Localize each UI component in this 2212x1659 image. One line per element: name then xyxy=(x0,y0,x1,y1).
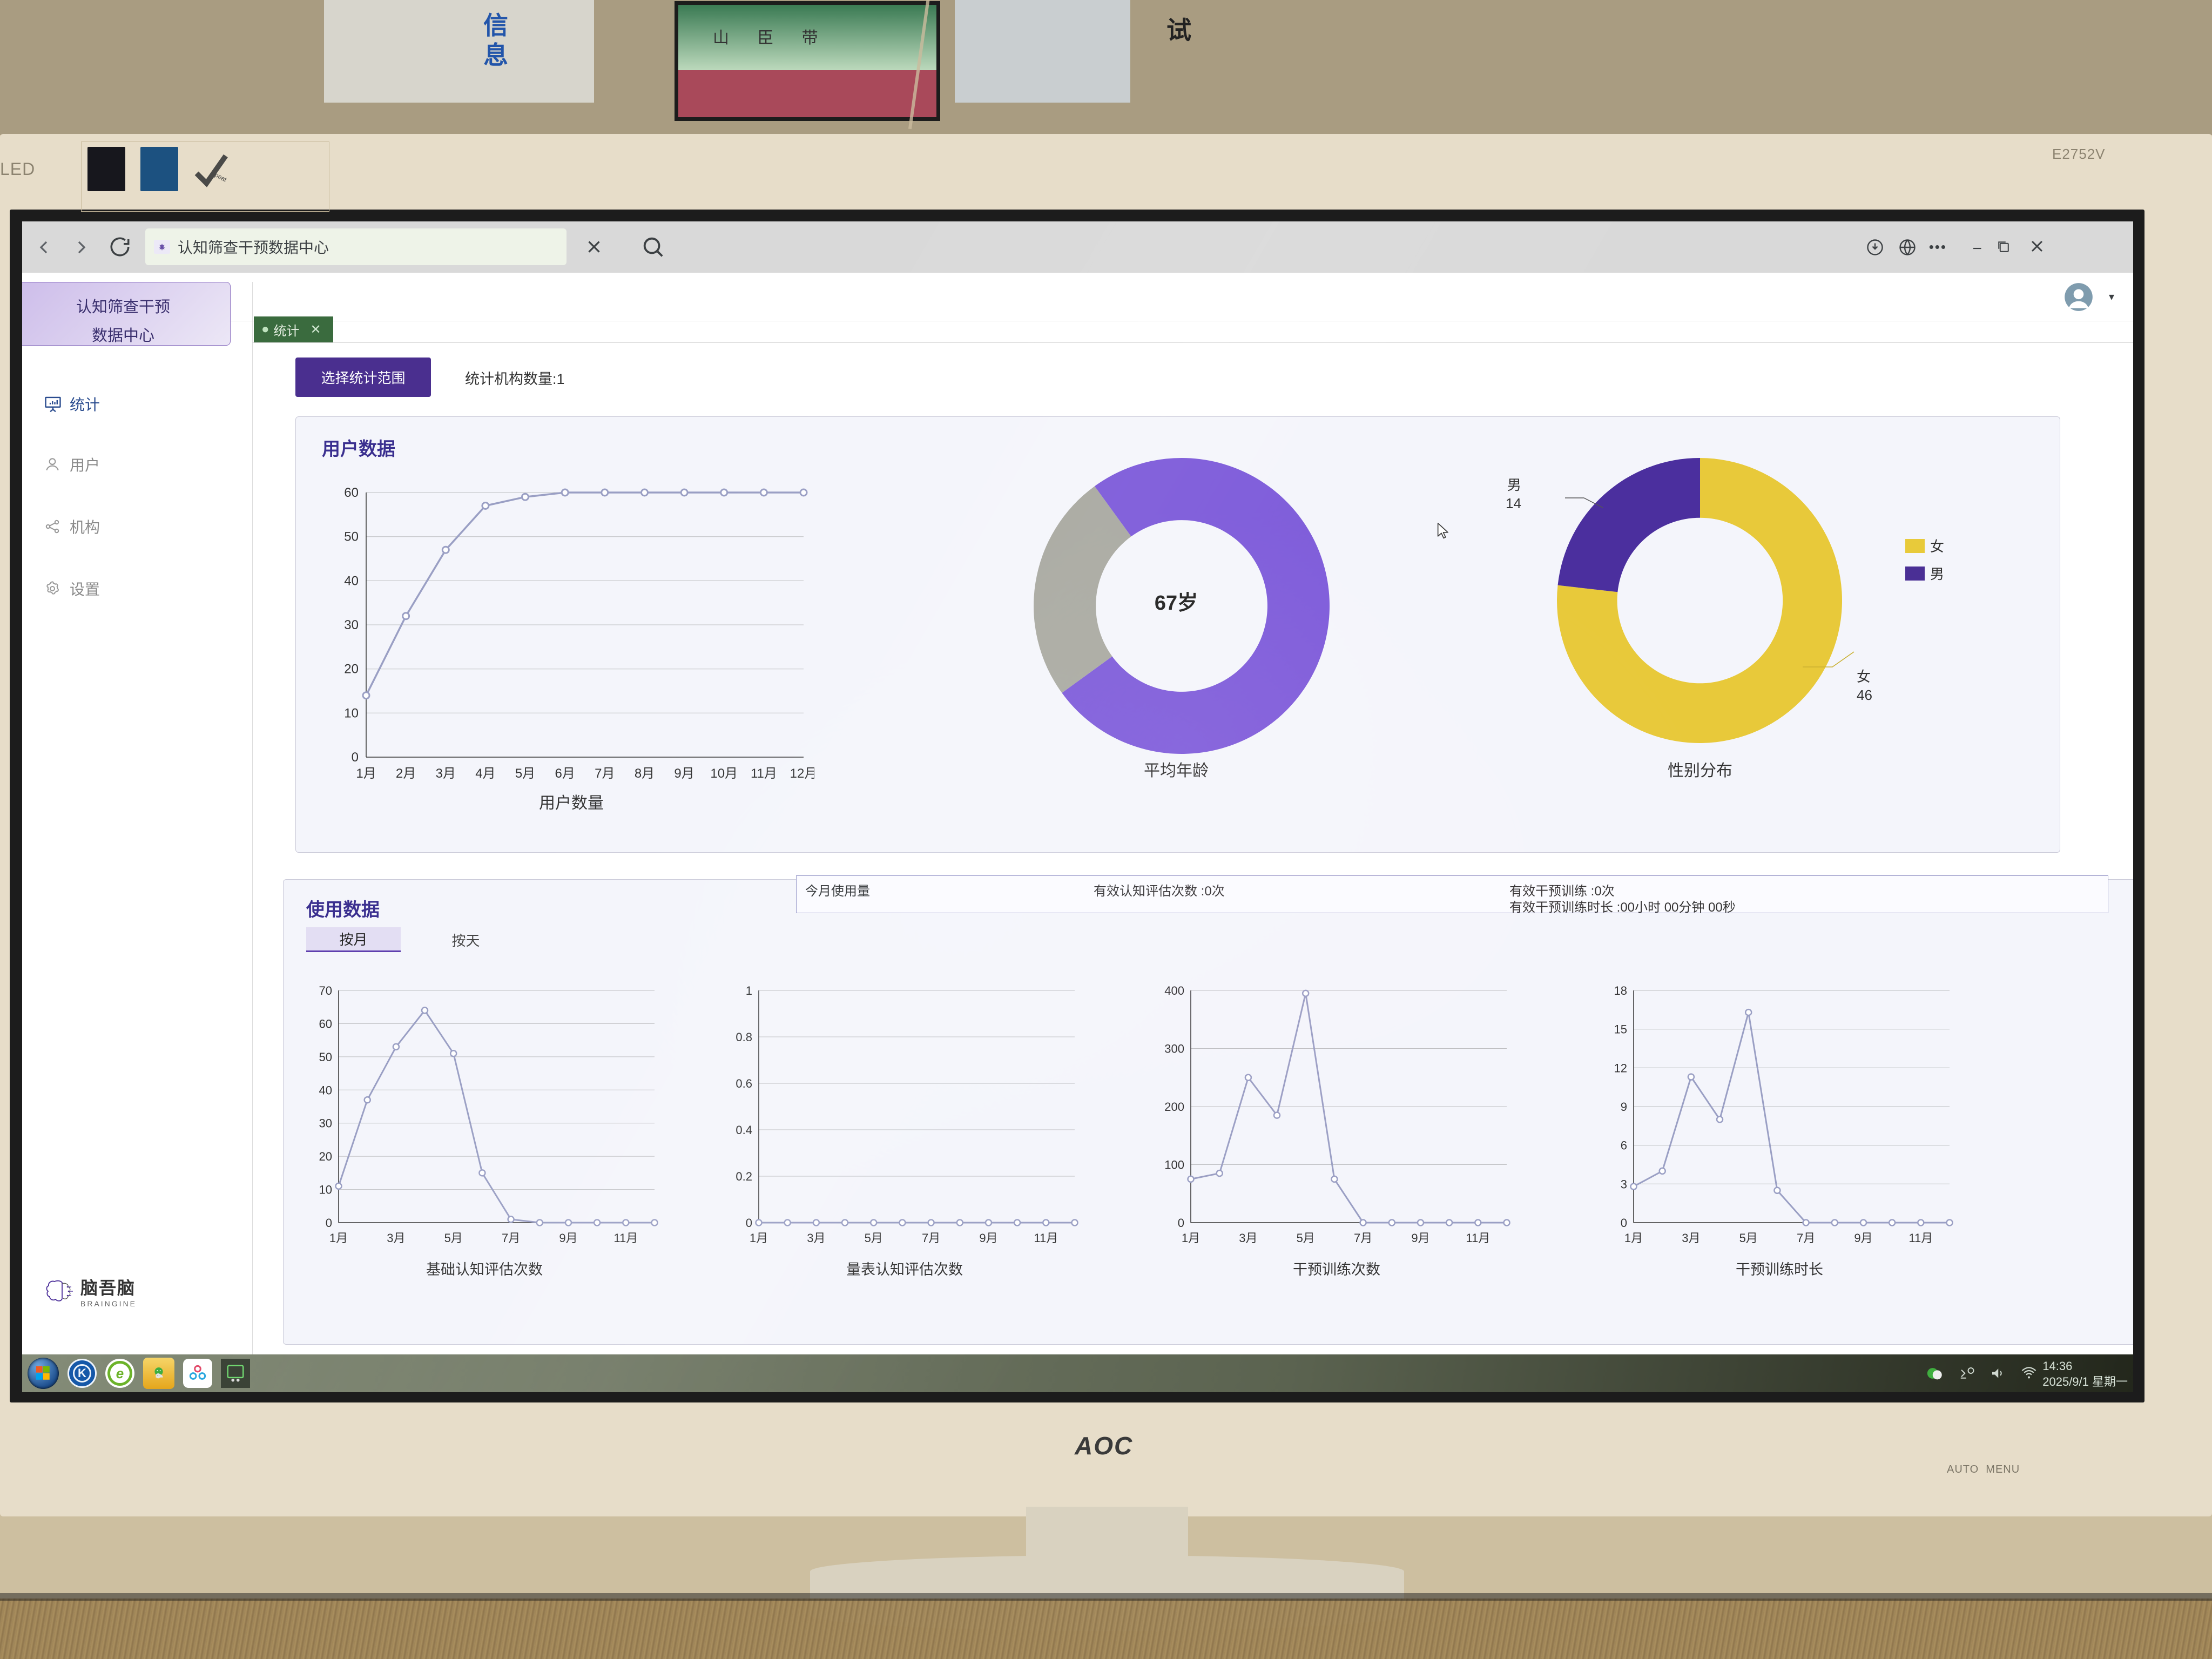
svg-text:40: 40 xyxy=(319,1083,332,1097)
svg-text:0.2: 0.2 xyxy=(736,1170,752,1183)
svg-text:0.4: 0.4 xyxy=(736,1123,752,1137)
svg-text:0: 0 xyxy=(352,750,359,765)
svg-text:5月: 5月 xyxy=(1739,1231,1758,1245)
svg-text:0: 0 xyxy=(326,1216,332,1230)
svg-text:1月: 1月 xyxy=(1182,1231,1200,1245)
svg-text:12月: 12月 xyxy=(790,766,814,781)
svg-text:9月: 9月 xyxy=(1854,1231,1872,1245)
svg-text:6月: 6月 xyxy=(555,766,575,781)
svg-text:0: 0 xyxy=(1621,1216,1627,1230)
svg-text:0.8: 0.8 xyxy=(736,1030,752,1044)
svg-text:0: 0 xyxy=(1178,1216,1184,1230)
svg-text:8月: 8月 xyxy=(635,766,655,781)
svg-text:9月: 9月 xyxy=(1411,1231,1429,1245)
svg-text:60: 60 xyxy=(319,1017,332,1030)
svg-text:6: 6 xyxy=(1621,1139,1627,1152)
svg-text:300: 300 xyxy=(1164,1042,1184,1056)
svg-text:3月: 3月 xyxy=(807,1231,825,1245)
svg-text:3月: 3月 xyxy=(387,1231,405,1245)
svg-text:18: 18 xyxy=(1614,984,1627,997)
svg-text:11月: 11月 xyxy=(1908,1231,1933,1245)
svg-text:5月: 5月 xyxy=(1297,1231,1315,1245)
svg-text:11月: 11月 xyxy=(1034,1231,1058,1245)
svg-text:3月: 3月 xyxy=(436,766,456,781)
svg-text:7月: 7月 xyxy=(1354,1231,1372,1245)
svg-text:4月: 4月 xyxy=(475,766,495,781)
svg-text:30: 30 xyxy=(319,1117,332,1130)
svg-text:7月: 7月 xyxy=(595,766,615,781)
svg-text:20: 20 xyxy=(319,1150,332,1163)
svg-text:7月: 7月 xyxy=(922,1231,940,1245)
svg-text:12: 12 xyxy=(1614,1061,1627,1075)
svg-text:11月: 11月 xyxy=(751,766,777,781)
svg-text:20: 20 xyxy=(344,662,359,677)
svg-text:1月: 1月 xyxy=(329,1231,348,1245)
svg-text:7月: 7月 xyxy=(502,1231,520,1245)
svg-text:9: 9 xyxy=(1621,1100,1627,1114)
svg-text:3: 3 xyxy=(1621,1177,1627,1191)
svg-text:30: 30 xyxy=(344,618,359,632)
svg-text:1: 1 xyxy=(746,984,752,997)
svg-text:100: 100 xyxy=(1164,1158,1184,1172)
svg-text:1月: 1月 xyxy=(750,1231,768,1245)
svg-text:2月: 2月 xyxy=(396,766,416,781)
svg-text:epeat: epeat xyxy=(211,169,228,184)
svg-text:7月: 7月 xyxy=(1797,1231,1815,1245)
svg-text:0.6: 0.6 xyxy=(736,1077,752,1090)
svg-text:9月: 9月 xyxy=(674,766,694,781)
svg-text:3月: 3月 xyxy=(1239,1231,1257,1245)
svg-text:1月: 1月 xyxy=(1624,1231,1643,1245)
svg-text:15: 15 xyxy=(1614,1023,1627,1036)
svg-text:5月: 5月 xyxy=(444,1231,463,1245)
svg-text:10: 10 xyxy=(319,1183,332,1197)
svg-text:200: 200 xyxy=(1164,1100,1184,1114)
svg-text:11月: 11月 xyxy=(1466,1231,1490,1245)
svg-text:50: 50 xyxy=(344,530,359,544)
svg-text:11月: 11月 xyxy=(613,1231,638,1245)
svg-text:0: 0 xyxy=(746,1216,752,1230)
svg-text:400: 400 xyxy=(1164,984,1184,997)
svg-text:70: 70 xyxy=(319,984,332,997)
svg-text:60: 60 xyxy=(344,485,359,500)
svg-text:40: 40 xyxy=(344,574,359,588)
svg-text:10: 10 xyxy=(344,706,359,720)
svg-text:50: 50 xyxy=(319,1050,332,1064)
svg-text:9月: 9月 xyxy=(559,1231,577,1245)
svg-text:5月: 5月 xyxy=(865,1231,883,1245)
svg-text:10月: 10月 xyxy=(710,766,738,781)
svg-text:1月: 1月 xyxy=(356,766,376,781)
svg-text:5月: 5月 xyxy=(515,766,535,781)
svg-text:9月: 9月 xyxy=(979,1231,997,1245)
svg-text:3月: 3月 xyxy=(1682,1231,1700,1245)
